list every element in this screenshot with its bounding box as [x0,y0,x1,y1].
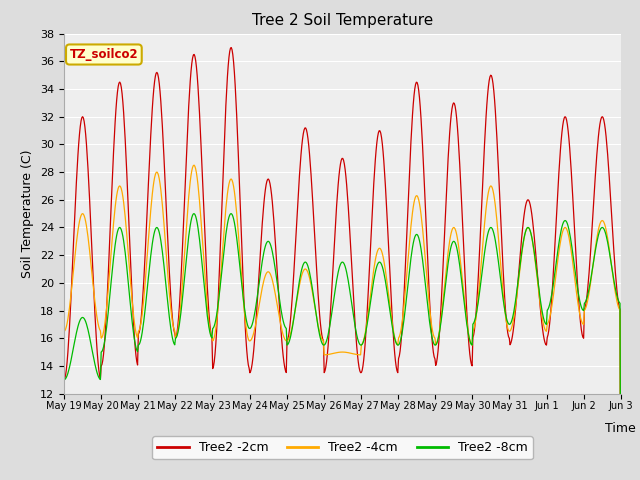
Tree2 -8cm [428,329,435,335]
Tree2 -8cm [70,342,78,348]
Tree2 -4cm [214,304,222,310]
Tree2 -4cm [127,289,135,295]
Tree2 -2cm [70,228,78,234]
Tree2 -2cm [411,86,419,92]
Tree2 -4cm [184,204,192,209]
Tree2 -2cm [214,314,221,320]
Tree2 -8cm [190,211,198,216]
Title: Tree 2 Soil Temperature: Tree 2 Soil Temperature [252,13,433,28]
Tree2 -8cm [127,312,135,317]
Tree2 -4cm [70,262,78,267]
Tree2 -2cm [184,119,192,125]
Legend: Tree2 -2cm, Tree2 -4cm, Tree2 -8cm: Tree2 -2cm, Tree2 -4cm, Tree2 -8cm [152,436,532,459]
Line: Tree2 -4cm: Tree2 -4cm [64,165,621,480]
Tree2 -8cm [184,240,192,246]
Y-axis label: Soil Temperature (C): Soil Temperature (C) [22,149,35,278]
Tree2 -2cm [60,377,68,383]
Tree2 -8cm [214,301,222,307]
Line: Tree2 -8cm: Tree2 -8cm [64,214,621,480]
Tree2 -2cm [428,324,435,329]
Tree2 -4cm [411,196,419,202]
Tree2 -4cm [190,162,198,168]
Tree2 -4cm [428,319,435,324]
Tree2 -4cm [60,328,68,334]
Line: Tree2 -2cm: Tree2 -2cm [64,48,621,480]
Tree2 -2cm [127,277,135,283]
Tree2 -8cm [60,377,68,383]
Text: TZ_soilco2: TZ_soilco2 [70,48,138,61]
Tree2 -2cm [227,45,235,50]
Tree2 -8cm [411,234,419,240]
X-axis label: Time: Time [605,422,636,435]
